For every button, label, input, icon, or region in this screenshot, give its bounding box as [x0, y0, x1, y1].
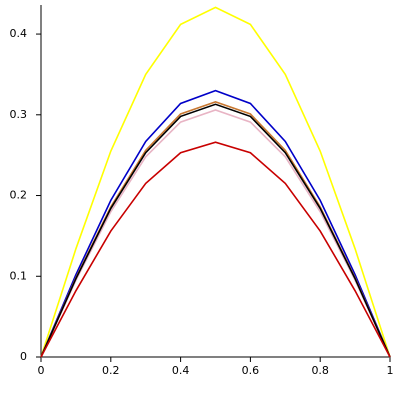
y-tick-label: 0.3: [10, 108, 28, 121]
x-tick-label: 0.2: [102, 364, 120, 377]
series-line: [40, 141, 391, 358]
series-line: [40, 6, 391, 358]
x-tick-label: 1: [387, 364, 394, 377]
series-line: [40, 89, 391, 358]
series-line: [40, 103, 391, 358]
x-tick-label: 0.8: [311, 364, 329, 377]
series-line: [40, 109, 391, 358]
x-tick-label: 0.4: [172, 364, 190, 377]
y-tick-label: 0.1: [10, 269, 28, 282]
y-tick-label: 0.4: [10, 27, 28, 40]
x-tick-label: 0.6: [242, 364, 260, 377]
series-line: [40, 101, 391, 358]
y-tick-label: 0.2: [10, 189, 28, 202]
y-tick-label: 0: [20, 350, 27, 363]
x-tick-label: 0: [38, 364, 45, 377]
